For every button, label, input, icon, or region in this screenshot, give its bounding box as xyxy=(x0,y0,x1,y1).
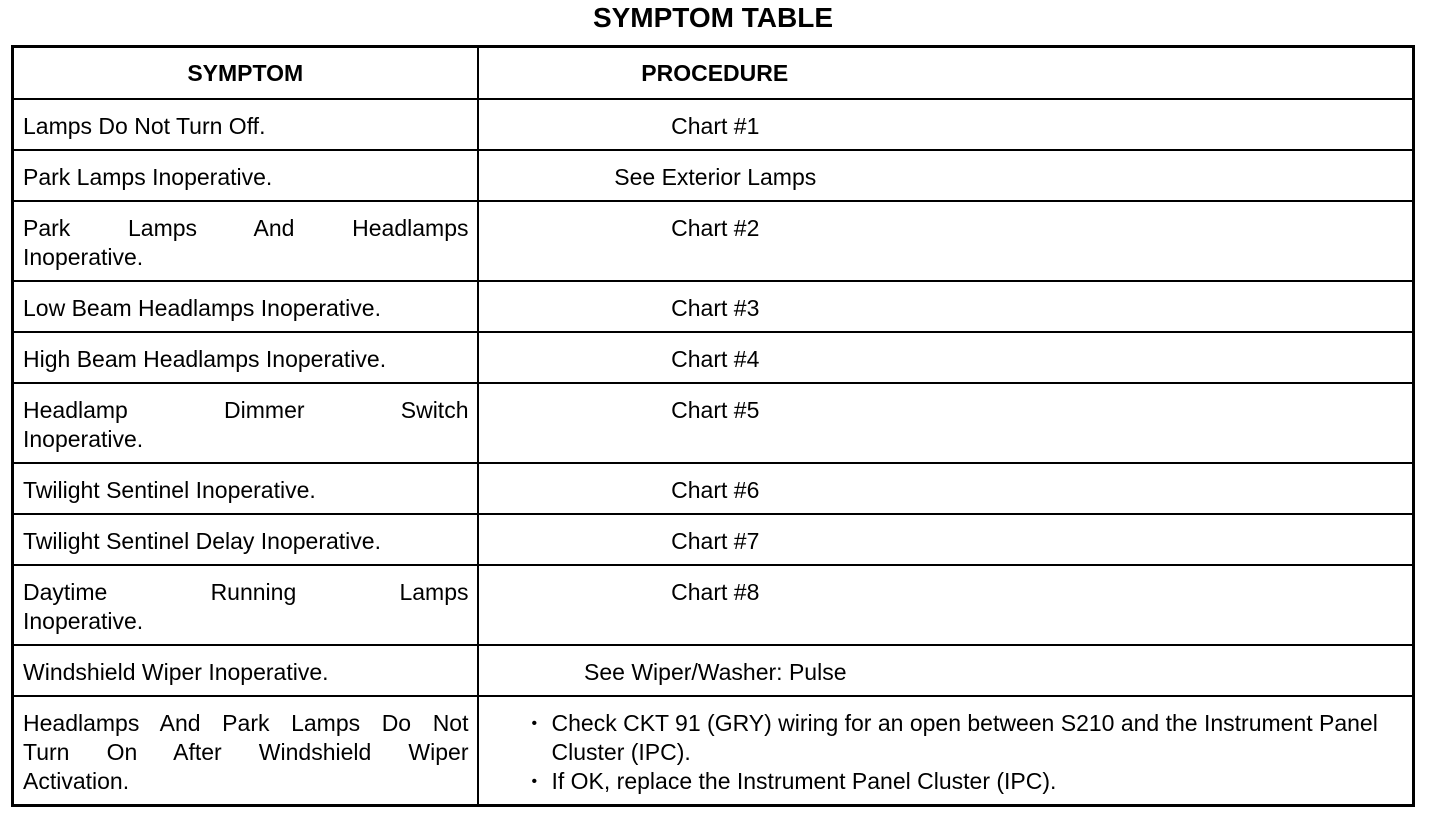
symptom-cell: Twilight Sentinel Inoperative. xyxy=(11,462,479,515)
symptom-cell: Windshield Wiper Inoperative. xyxy=(11,644,479,697)
symptom-line: Twilight Sentinel Delay Inoperative. xyxy=(23,528,381,554)
procedure-cell: Chart #4 xyxy=(476,331,1415,384)
table-row: Low Beam Headlamps Inoperative. Chart #3 xyxy=(11,280,1415,333)
procedure-cell: Chart #5 xyxy=(476,382,1415,464)
symptom-cell: Daytime Running Lamps Inoperative. xyxy=(11,564,479,646)
table-row: Twilight Sentinel Inoperative. Chart #6 xyxy=(11,462,1415,515)
procedure-cell: Chart #3 xyxy=(476,280,1415,333)
symptom-line: Headlamps And Park Lamps Do Not xyxy=(23,710,469,736)
symptom-line: Low Beam Headlamps Inoperative. xyxy=(23,295,381,321)
table-row: Daytime Running Lamps Inoperative. Chart #… xyxy=(11,564,1415,646)
symptom-line: High Beam Headlamps Inoperative. xyxy=(23,346,387,372)
procedure-list: Check CKT 91 (GRY) wiring for an open be… xyxy=(488,709,1405,796)
table-row: Park Lamps And Headlamps Inoperative. Char… xyxy=(11,200,1415,282)
symptom-cell: Low Beam Headlamps Inoperative. xyxy=(11,280,479,333)
procedure-cell: See Exterior Lamps xyxy=(476,149,1415,202)
symptom-line: Inoperative. xyxy=(23,608,144,634)
symptom-line: Turn On After Windshield Wiper xyxy=(23,739,469,765)
procedure-cell: Chart #1 xyxy=(476,98,1415,151)
procedure-cell: See Wiper/Washer: Pulse xyxy=(476,644,1415,697)
symptom-cell: Park Lamps Inoperative. xyxy=(11,149,479,202)
symptom-line: Twilight Sentinel Inoperative. xyxy=(23,477,316,503)
procedure-item: If OK, replace the Instrument Panel Clus… xyxy=(528,767,1405,796)
header-cell: SYMPTOM xyxy=(11,45,479,100)
symptom-cell: Headlamp Dimmer Switch Inoperative. xyxy=(11,382,479,464)
procedure-item: Check CKT 91 (GRY) wiring for an open be… xyxy=(528,709,1405,767)
table-row: High Beam Headlamps Inoperative. Chart #4 xyxy=(11,331,1415,384)
symptom-cell: Park Lamps And Headlamps Inoperative. xyxy=(11,200,479,282)
symptom-line: Park Lamps And Headlamps xyxy=(23,215,469,241)
procedure-cell: Chart #2 xyxy=(476,200,1415,282)
table-row: Headlamps And Park Lamps Do Not Turn On A… xyxy=(11,695,1415,807)
symptom-line: Lamps Do Not Turn Off. xyxy=(23,113,266,139)
table-row: Park Lamps Inoperative. See Exterior Lamp… xyxy=(11,149,1415,202)
symptom-line: Daytime Running Lamps xyxy=(23,579,469,605)
symptom-line: Headlamp Dimmer Switch xyxy=(23,397,469,423)
symptom-line: Windshield Wiper Inoperative. xyxy=(23,659,329,685)
table-body: Lamps Do Not Turn Off. Chart #1 Park Lamps… xyxy=(11,98,1415,807)
symptom-cell: High Beam Headlamps Inoperative. xyxy=(11,331,479,384)
symptom-line: Inoperative. xyxy=(23,244,144,270)
symptom-cell: Headlamps And Park Lamps Do Not Turn On A… xyxy=(11,695,479,807)
table-row: Lamps Do Not Turn Off. Chart #1 xyxy=(11,98,1415,151)
procedure-cell: Check CKT 91 (GRY) wiring for an open be… xyxy=(476,695,1415,807)
procedure-cell: Chart #7 xyxy=(476,513,1415,566)
symptom-cell: Lamps Do Not Turn Off. xyxy=(11,98,479,151)
symptom-cell: Twilight Sentinel Delay Inoperative. xyxy=(11,513,479,566)
procedure-cell: Chart #6 xyxy=(476,462,1415,515)
table-row: Twilight Sentinel Delay Inoperative. Char… xyxy=(11,513,1415,566)
header-cell: PROCEDURE xyxy=(476,45,1415,100)
symptom-line: Activation. xyxy=(23,768,130,794)
header-row: SYMPTOM PROCEDURE xyxy=(11,45,1415,100)
title: SYMPTOM TABLE xyxy=(592,2,834,33)
symptom-table: SYMPTOM PROCEDURE Lamps Do Not Turn Off.… xyxy=(11,45,1415,807)
symptom-line: Inoperative. xyxy=(23,426,144,452)
table-row: Windshield Wiper Inoperative. See Wiper/W… xyxy=(11,644,1415,697)
symptom-line: Park Lamps Inoperative. xyxy=(23,164,273,190)
table-row: Headlamp Dimmer Switch Inoperative. Chart … xyxy=(11,382,1415,464)
procedure-cell: Chart #8 xyxy=(476,564,1415,646)
